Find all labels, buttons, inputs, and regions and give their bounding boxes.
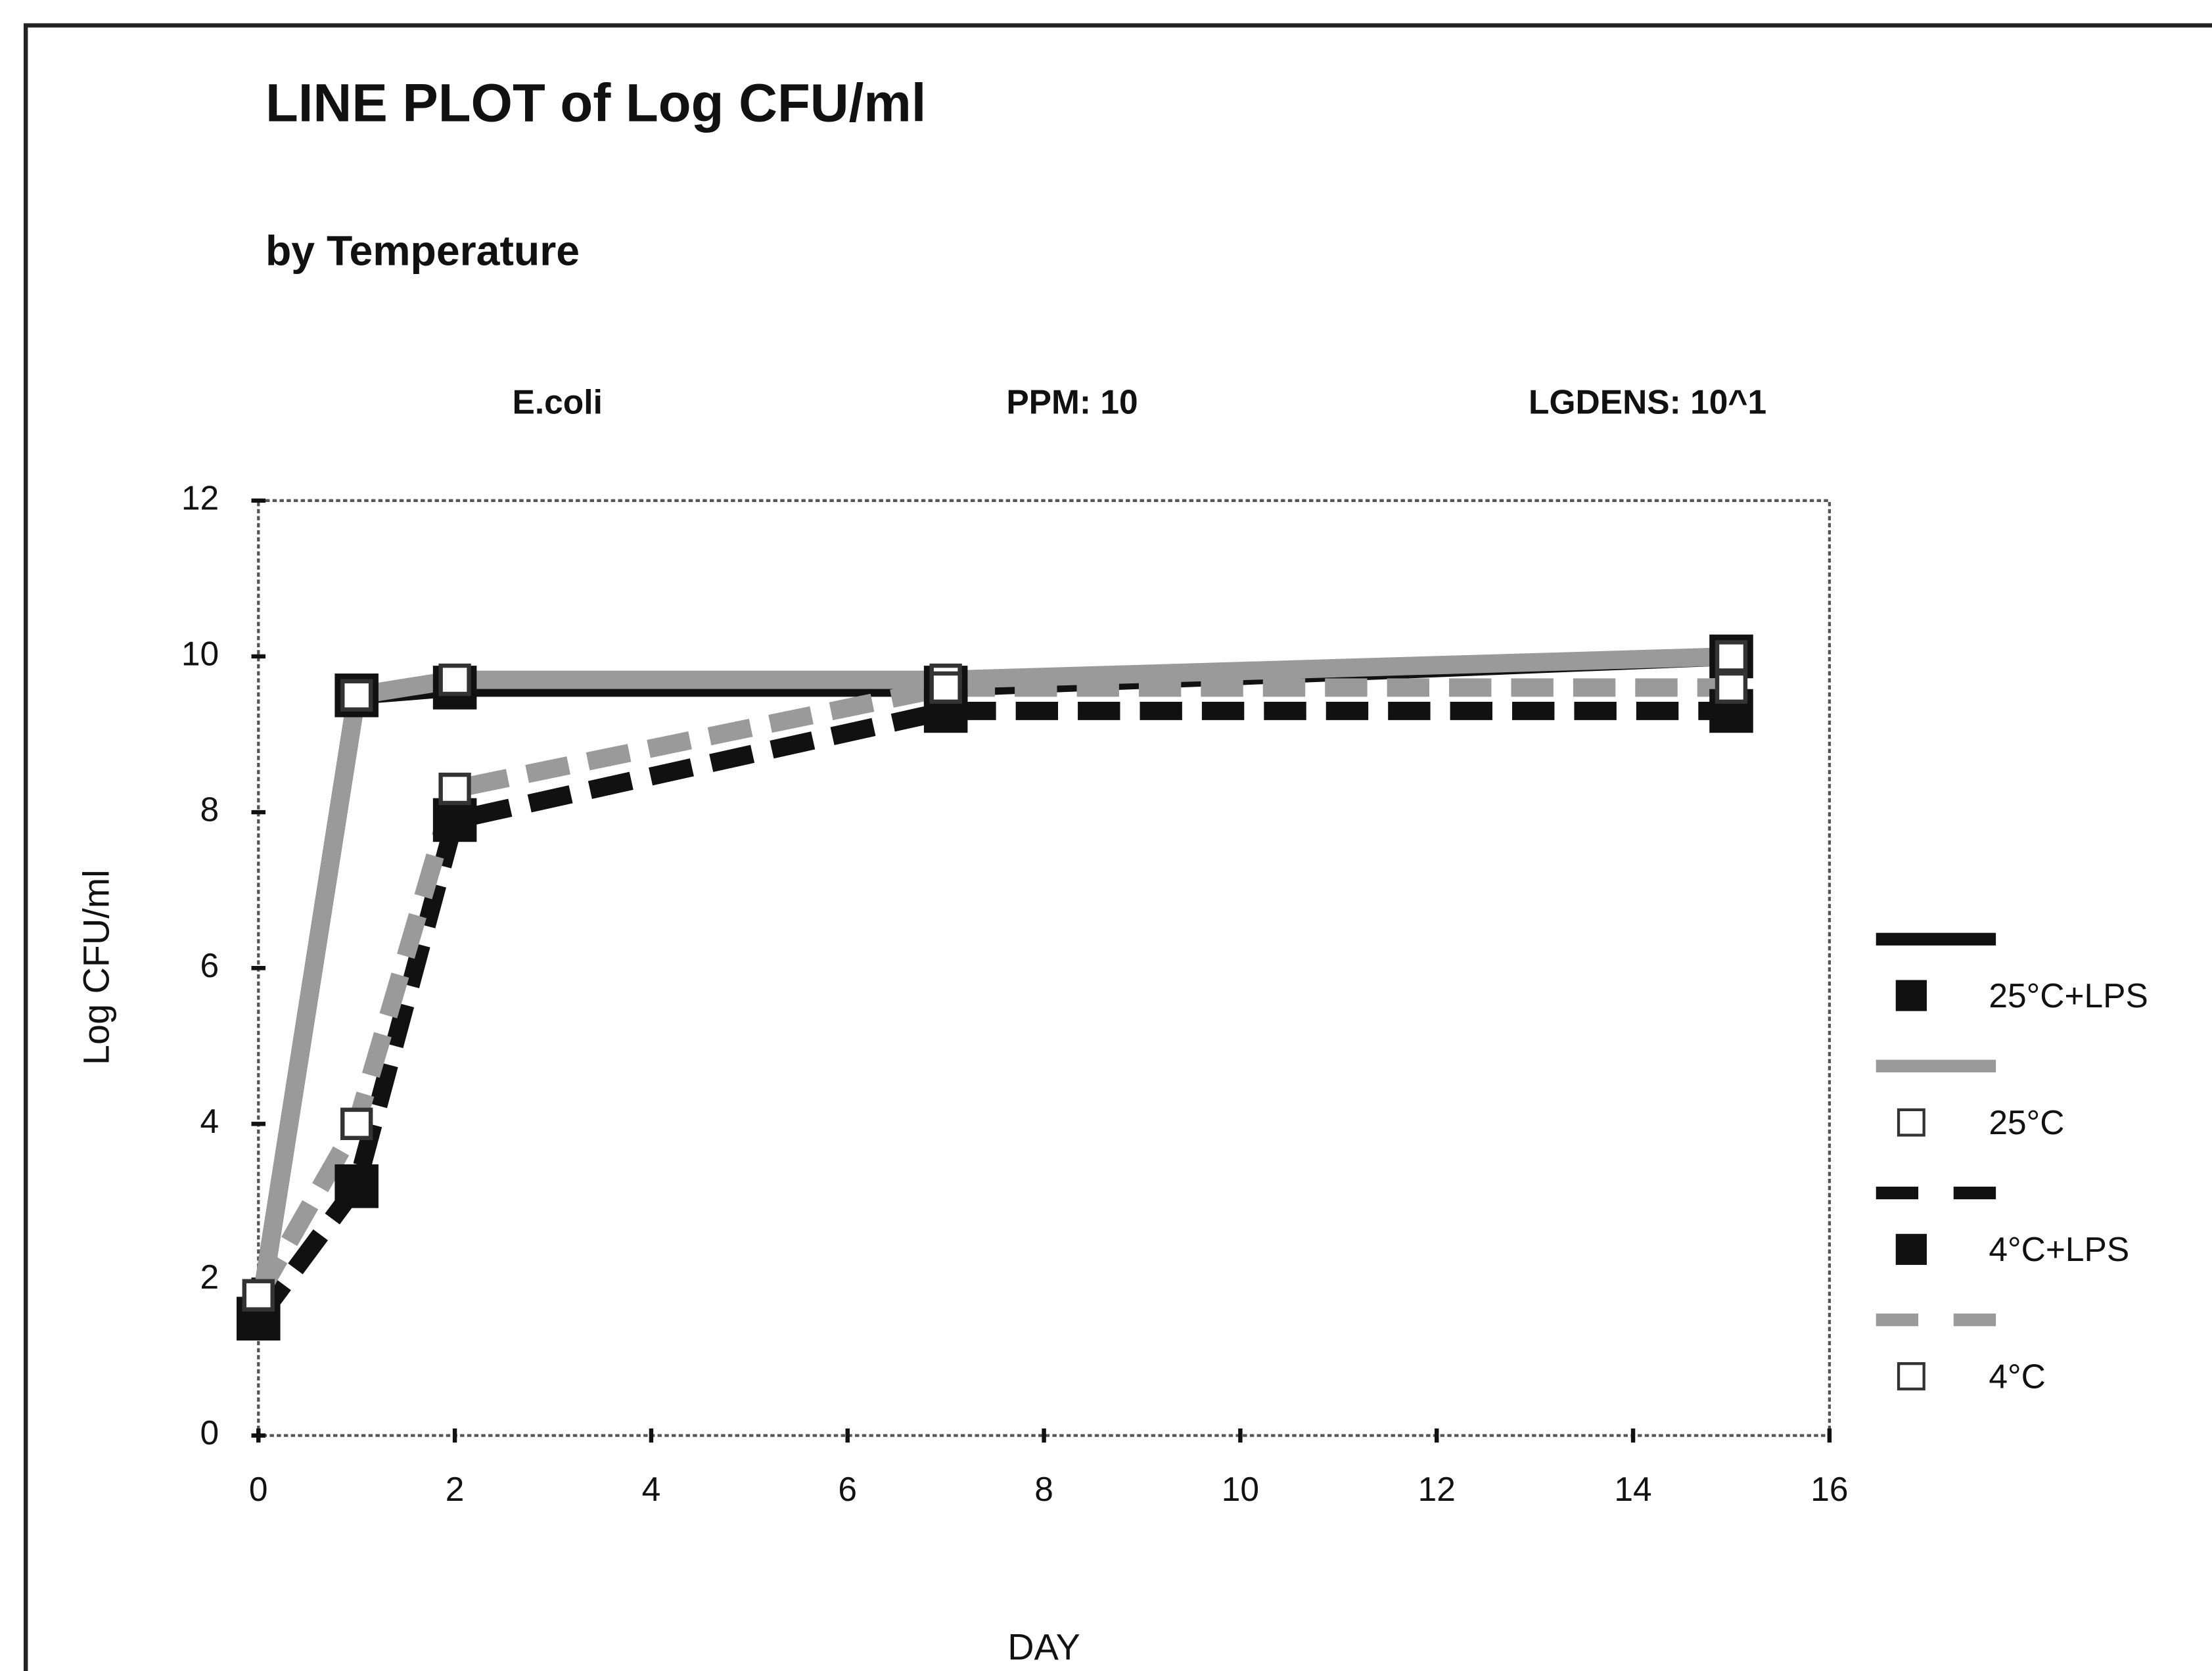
- point: [929, 671, 962, 704]
- annotation: PPM: 10: [1006, 383, 1138, 421]
- legend-label: 4°C: [1989, 1357, 2045, 1395]
- point: [1715, 671, 1748, 704]
- y-tick-label: 6: [200, 946, 219, 984]
- y-tick-label: 2: [200, 1258, 219, 1296]
- x-axis-label: DAY: [1007, 1626, 1080, 1668]
- plot-area: [257, 499, 1832, 1437]
- series-line: [251, 702, 1732, 1325]
- chart-title: LINE PLOT of Log CFU/ml: [265, 74, 926, 133]
- annotation: E.coli: [513, 383, 603, 421]
- y-tick-label: 10: [181, 635, 219, 673]
- legend-marker: [1895, 980, 1927, 1011]
- point: [432, 798, 477, 842]
- series-line: [249, 647, 1732, 1320]
- x-tick-label: 6: [838, 1470, 857, 1508]
- point: [242, 1279, 275, 1312]
- legend-label: 25°C: [1989, 1103, 2064, 1141]
- y-tick-label: 12: [181, 478, 219, 516]
- annotation: LGDENS: 10^1: [1529, 383, 1766, 421]
- series-line: [250, 678, 1732, 1300]
- x-tick-label: 8: [1034, 1470, 1053, 1508]
- point: [340, 679, 373, 712]
- chart-subtitle: by Temperature: [265, 227, 580, 274]
- x-tick-label: 0: [249, 1470, 268, 1508]
- y-tick-label: 8: [200, 790, 219, 829]
- x-tick-label: 4: [642, 1470, 661, 1508]
- x-tick-label: 14: [1614, 1470, 1651, 1508]
- series-line: [249, 647, 1732, 1320]
- point: [340, 1107, 373, 1141]
- point: [438, 663, 471, 697]
- y-tick-label: 4: [200, 1102, 219, 1140]
- legend-marker: [1897, 1362, 1925, 1390]
- legend-marker: [1895, 1233, 1927, 1265]
- x-tick-label: 2: [446, 1470, 465, 1508]
- x-tick-label: 16: [1810, 1470, 1848, 1508]
- x-tick-label: 10: [1222, 1470, 1259, 1508]
- x-tick-label: 12: [1418, 1470, 1456, 1508]
- y-axis-label: Log CFU/ml: [75, 869, 116, 1065]
- frame: [23, 23, 2212, 1671]
- point: [334, 1164, 379, 1208]
- point: [438, 772, 471, 806]
- y-tick-label: 0: [200, 1413, 219, 1452]
- legend-label: 25°C+LPS: [1989, 976, 2148, 1015]
- legend-marker: [1897, 1108, 1925, 1137]
- point: [1715, 640, 1748, 673]
- legend-label: 4°C+LPS: [1989, 1230, 2129, 1268]
